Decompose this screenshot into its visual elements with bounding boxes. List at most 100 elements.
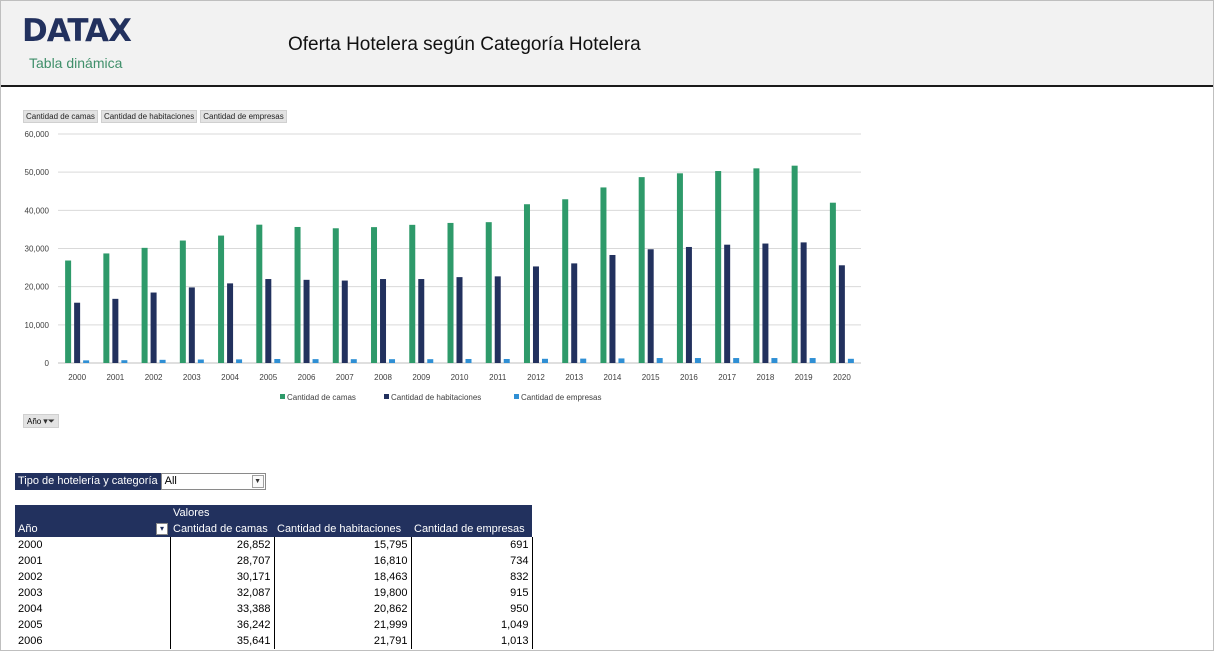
row-header-anio: Año ▾ <box>15 521 170 537</box>
cell-empresas: 915 <box>410 585 533 601</box>
bar-habitaciones-2002 <box>150 292 157 363</box>
chart-bars <box>65 165 854 363</box>
bar-habitaciones-2010 <box>456 277 463 363</box>
x-tick-label: 2012 <box>527 373 545 382</box>
x-tick-label: 2001 <box>106 373 124 382</box>
bar-camas-2003 <box>179 240 186 363</box>
field-button-camas[interactable]: Cantidad de camas <box>23 110 98 123</box>
x-tick-label: 2009 <box>412 373 430 382</box>
filter-icon[interactable]: ▾ <box>156 523 168 535</box>
bar-camas-2012 <box>523 204 530 363</box>
legend-label: Cantidad de habitaciones <box>391 393 481 402</box>
table-row: 2002 30,171 18,463 832 <box>15 569 533 585</box>
row-year: 2000 <box>18 539 43 551</box>
row-year: 2005 <box>18 619 43 631</box>
bar-habitaciones-2003 <box>188 287 195 363</box>
corner-cell <box>15 505 170 521</box>
x-tick-label: 2019 <box>795 373 813 382</box>
axis-field-label: Año <box>27 416 42 426</box>
cell-camas: 26,852 <box>169 537 274 553</box>
field-button-habitaciones[interactable]: Cantidad de habitaciones <box>100 110 198 123</box>
bar-empresas-2000 <box>83 360 90 363</box>
bar-empresas-2006 <box>312 359 319 363</box>
valores-header: Valores <box>170 505 274 521</box>
bar-camas-2008 <box>371 227 378 363</box>
bar-habitaciones-2004 <box>227 283 234 363</box>
report-header: DATAX Tabla dinámica Oferta Hotelera seg… <box>1 1 1213 87</box>
table-row: 2006 35,641 21,791 1,013 <box>15 633 533 649</box>
bar-camas-2011 <box>485 222 492 363</box>
cell-habitaciones: 19,800 <box>273 585 411 601</box>
bar-camas-2002 <box>141 247 148 363</box>
cell-habitaciones: 21,791 <box>273 633 411 649</box>
bar-empresas-2013 <box>580 358 587 363</box>
legend-swatch <box>384 394 389 399</box>
bar-habitaciones-2020 <box>838 265 845 363</box>
column-header-habitaciones: Cantidad de habitaciones <box>274 521 411 537</box>
legend-label: Cantidad de camas <box>287 393 356 402</box>
bar-empresas-2009 <box>427 359 434 363</box>
axis-field-button-anio[interactable]: Año ▾⏷ <box>23 414 59 428</box>
bar-habitaciones-2000 <box>74 302 81 363</box>
x-tick-label: 2002 <box>145 373 163 382</box>
bar-habitaciones-2007 <box>341 280 348 363</box>
cell-empresas: 832 <box>410 569 533 585</box>
table-row: 2003 32,087 19,800 915 <box>15 585 533 601</box>
bar-empresas-2011 <box>503 358 510 363</box>
bar-empresas-2014 <box>618 358 625 363</box>
bar-camas-2013 <box>562 199 569 363</box>
x-axis-ticks: 2000 2001 2002 2003 2004 2005 2006 2007 2008 2009… <box>68 373 851 382</box>
cell-camas: 35,641 <box>169 633 274 649</box>
bar-camas-2009 <box>409 224 416 363</box>
bar-empresas-2010 <box>465 358 472 363</box>
bar-camas-2018 <box>753 168 760 363</box>
bar-empresas-2001 <box>121 360 128 363</box>
bar-camas-2010 <box>447 222 454 363</box>
cell-habitaciones: 21,999 <box>273 617 411 633</box>
bar-empresas-2020 <box>847 358 854 363</box>
bar-habitaciones-2013 <box>571 263 578 363</box>
table-row: 2001 28,707 16,810 734 <box>15 553 533 569</box>
y-tick-label: 40,000 <box>25 206 50 215</box>
cell-habitaciones: 20,862 <box>273 601 411 617</box>
bar-habitaciones-2005 <box>265 279 272 363</box>
cell-empresas: 950 <box>410 601 533 617</box>
field-button-empresas[interactable]: Cantidad de empresas <box>200 110 287 123</box>
legend-swatch <box>280 394 285 399</box>
row-year: 2003 <box>18 587 43 599</box>
datax-logo: DATAX <box>22 13 132 49</box>
column-header-camas: Cantidad de camas <box>170 521 274 537</box>
bar-camas-2016 <box>676 173 683 363</box>
y-tick-label: 10,000 <box>25 321 50 330</box>
value-field-buttons: Cantidad de camas Cantidad de habitacion… <box>23 110 287 123</box>
bar-camas-2017 <box>715 171 722 363</box>
bar-camas-2000 <box>65 260 72 363</box>
y-tick-label: 50,000 <box>25 168 50 177</box>
filter-select[interactable]: All ▼ <box>160 473 266 490</box>
bar-habitaciones-2017 <box>724 244 731 363</box>
cell-empresas: 734 <box>410 553 533 569</box>
table-row: 2000 26,852 15,795 691 <box>15 537 533 553</box>
filter-dropdown-icon: ▾⏷ <box>43 415 55 426</box>
x-tick-label: 2015 <box>642 373 660 382</box>
row-year: 2001 <box>18 555 43 567</box>
table-row: 2004 33,388 20,862 950 <box>15 601 533 617</box>
x-tick-label: 2010 <box>451 373 469 382</box>
bar-camas-2006 <box>294 226 301 363</box>
cell-empresas: 1,013 <box>410 633 533 649</box>
chevron-down-icon[interactable]: ▼ <box>251 475 264 488</box>
y-tick-label: 0 <box>45 359 50 368</box>
bar-habitaciones-2011 <box>494 276 501 363</box>
report-filter: Tipo de hotelería y categoría All ▼ <box>15 473 266 490</box>
x-tick-label: 2007 <box>336 373 354 382</box>
legend-swatch <box>514 394 519 399</box>
y-axis-ticks: 0 10,000 20,000 30,000 40,000 50,000 60,000 <box>25 130 50 368</box>
bar-empresas-2012 <box>541 358 548 363</box>
bar-camas-2014 <box>600 187 607 363</box>
row-header-label: Año <box>18 523 38 535</box>
row-year: 2004 <box>18 603 43 615</box>
bar-empresas-2007 <box>350 359 357 363</box>
bar-empresas-2004 <box>236 359 243 363</box>
y-tick-label: 20,000 <box>25 283 50 292</box>
